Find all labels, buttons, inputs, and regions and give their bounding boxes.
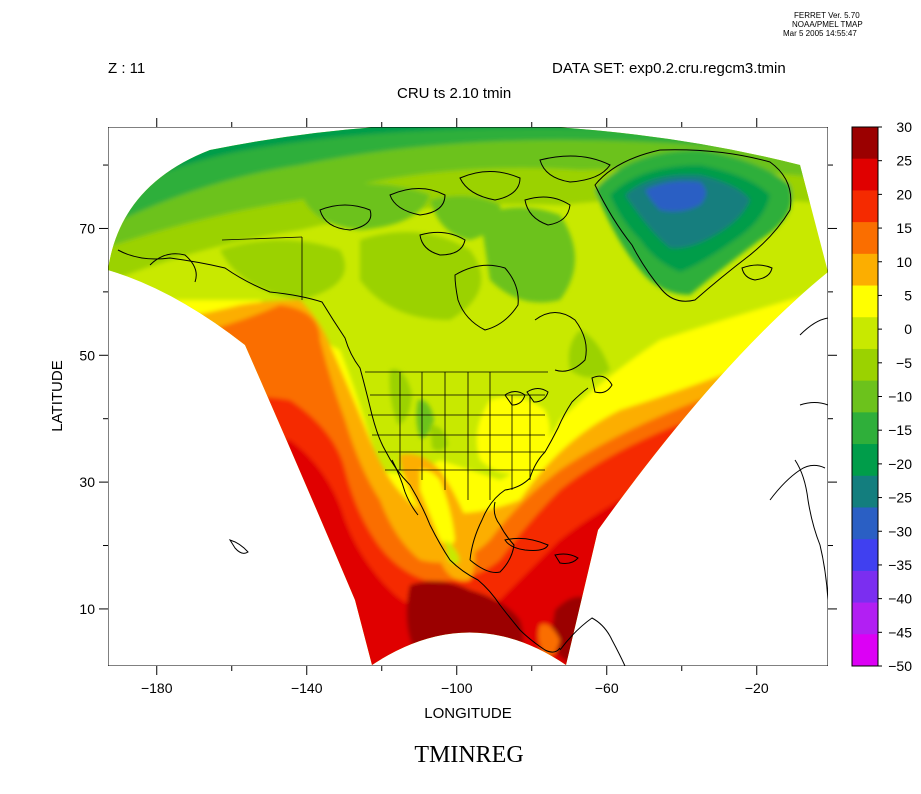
colorbar-label: −5 bbox=[896, 355, 912, 371]
colorbar-swatch bbox=[852, 285, 878, 318]
colorbar-label: −35 bbox=[888, 557, 912, 573]
colorbar-swatch bbox=[852, 412, 878, 445]
colorbar-label: 25 bbox=[896, 153, 912, 169]
colorbar-swatch bbox=[852, 602, 878, 635]
colorbar-label: 10 bbox=[896, 254, 912, 270]
colorbar-swatch bbox=[852, 539, 878, 572]
colorbar-label: 5 bbox=[904, 287, 912, 303]
x-tick-label: −100 bbox=[441, 680, 473, 696]
colorbar-swatch bbox=[852, 380, 878, 413]
colorbar-swatch bbox=[852, 222, 878, 255]
colorbar-label: −45 bbox=[888, 624, 912, 640]
colorbar-label: −15 bbox=[888, 422, 912, 438]
colorbar-label: 20 bbox=[896, 186, 912, 202]
colorbar-swatch bbox=[852, 570, 878, 604]
colorbar-swatch bbox=[852, 444, 878, 477]
plot-title: CRU ts 2.10 tmin bbox=[397, 85, 511, 102]
y-tick-label: 50 bbox=[79, 347, 95, 363]
x-axis-label: LONGITUDE bbox=[424, 705, 512, 722]
ferret-stamp-line: NOAA/PMEL TMAP bbox=[792, 20, 863, 29]
colorbar-label: 15 bbox=[896, 220, 912, 236]
colorbar-swatch bbox=[852, 317, 878, 350]
y-axis-label: LATITUDE bbox=[49, 360, 66, 431]
colorbar-swatch bbox=[852, 190, 878, 223]
z-level-label: Z : 11 bbox=[108, 60, 145, 77]
colorbar-label: −25 bbox=[888, 490, 912, 506]
dataset-label: DATA SET: exp0.2.cru.regcm3.tmin bbox=[552, 60, 786, 77]
colorbar: 30 25 20 15 10 5 0 −5 −10 −15 −20 −25 −30 −35 −40 −45 −5… bbox=[851, 119, 912, 674]
map-plot-area bbox=[108, 127, 828, 666]
x-tick-label: −20 bbox=[745, 680, 769, 696]
colorbar-swatch bbox=[852, 507, 878, 540]
colorbar-swatch bbox=[852, 634, 878, 667]
ferret-stamp-line: Mar 5 2005 14:55:47 bbox=[783, 29, 857, 38]
political-borders bbox=[221, 236, 548, 500]
colorbar-label: −10 bbox=[888, 389, 912, 405]
colorbar-label: −50 bbox=[888, 658, 912, 674]
colorbar-label: 0 bbox=[904, 321, 912, 337]
colorbar-label: 30 bbox=[896, 119, 912, 135]
colorbar-label: −20 bbox=[888, 456, 912, 472]
y-tick-label: 70 bbox=[79, 220, 95, 236]
colorbar-swatch bbox=[852, 158, 878, 191]
y-tick-label: 30 bbox=[79, 474, 95, 490]
ferret-stamp: FERRET Ver. 5.70 NOAA/PMEL TMAP Mar 5 20… bbox=[783, 11, 863, 38]
x-tick-label: −140 bbox=[291, 680, 323, 696]
colorbar-label: −40 bbox=[888, 591, 912, 607]
y-tick-label: 10 bbox=[79, 601, 95, 617]
colorbar-label: −30 bbox=[888, 523, 912, 539]
colorbar-swatch bbox=[852, 127, 878, 160]
colorbar-swatch bbox=[852, 253, 878, 287]
y-axis: 70 50 30 10 bbox=[79, 164, 837, 617]
ferret-stamp-line: FERRET Ver. 5.70 bbox=[794, 11, 860, 20]
variable-name: TMINREG bbox=[414, 742, 523, 768]
colorbar-swatch bbox=[852, 475, 878, 508]
x-tick-label: −180 bbox=[141, 680, 173, 696]
colorbar-swatch bbox=[852, 348, 878, 382]
x-axis: −180 −140 −100 −60 −20 bbox=[141, 118, 769, 696]
x-tick-label: −60 bbox=[595, 680, 619, 696]
